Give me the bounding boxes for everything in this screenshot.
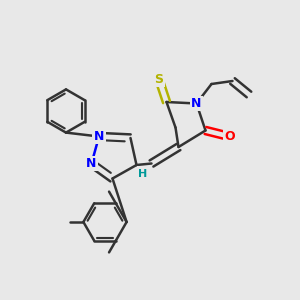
Text: N: N [86,157,97,170]
Text: S: S [154,73,164,86]
Text: O: O [224,130,235,143]
Text: H: H [138,167,147,178]
Text: N: N [191,97,202,110]
Text: H: H [138,169,147,179]
Text: N: N [94,130,104,143]
